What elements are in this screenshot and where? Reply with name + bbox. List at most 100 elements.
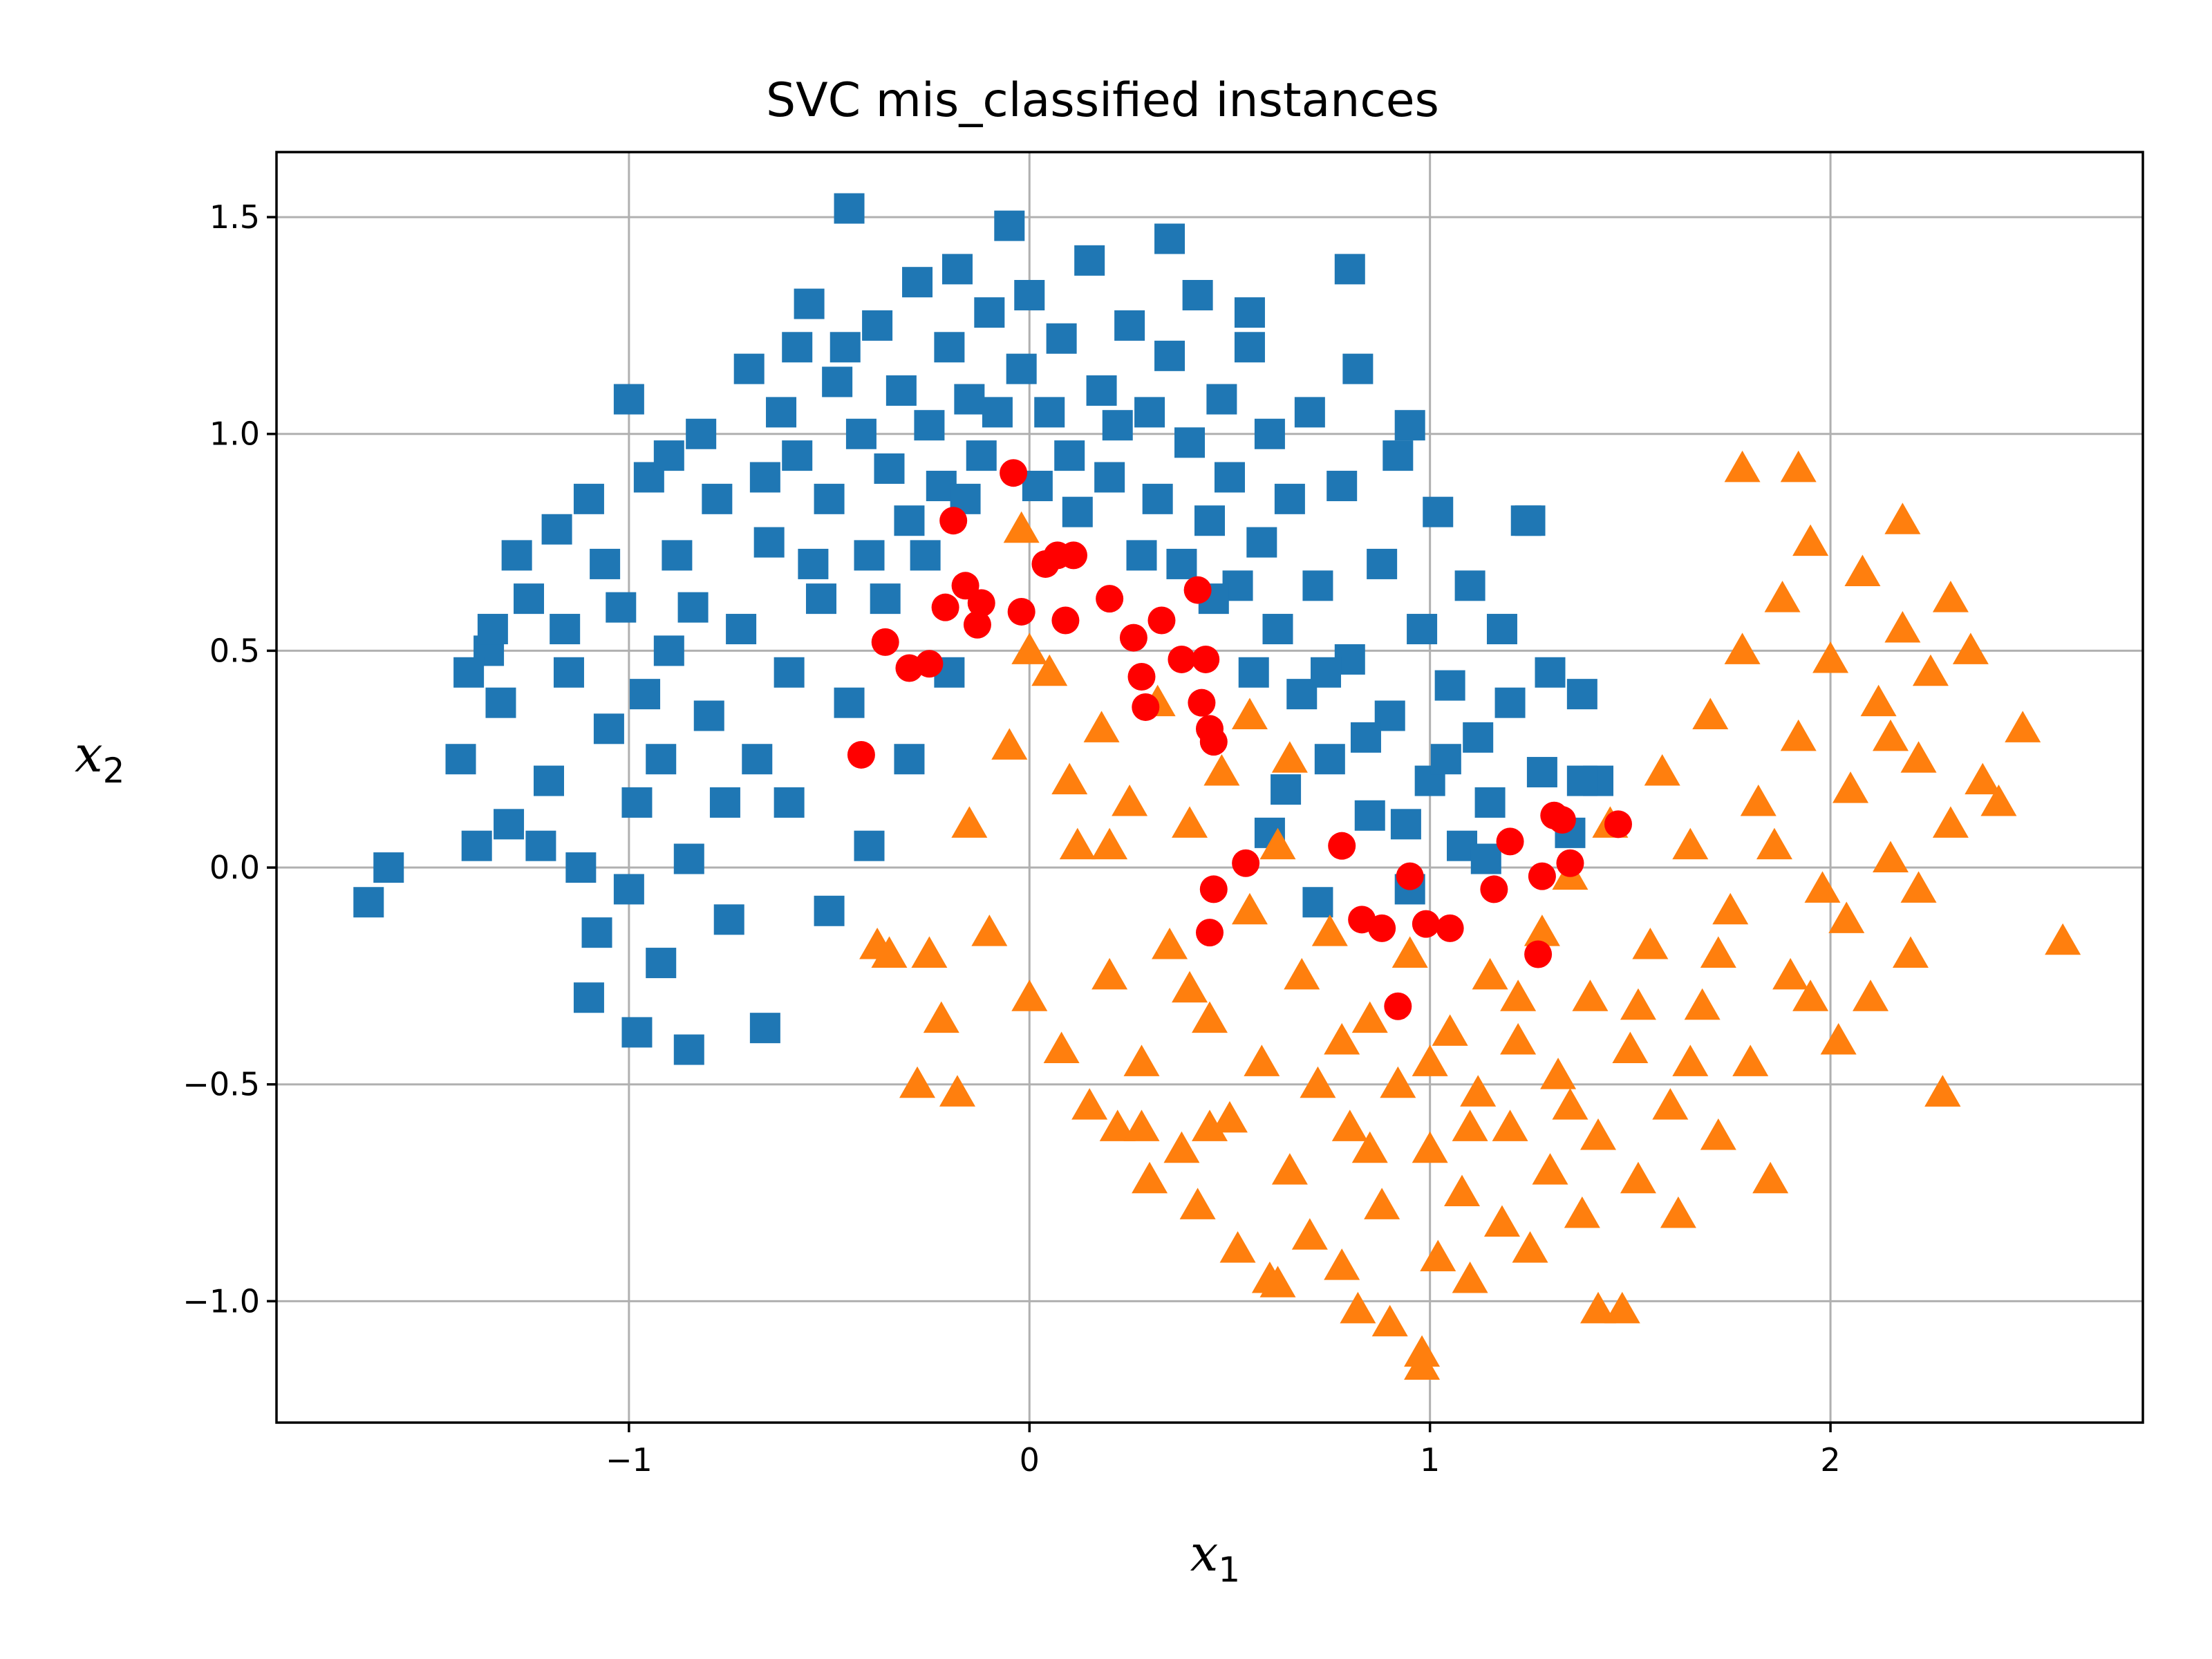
triangle-point [1172, 971, 1208, 1003]
circle-point [939, 507, 968, 535]
square-point [1394, 410, 1425, 441]
square-point [1302, 570, 1333, 601]
triangle-point [1884, 611, 1921, 643]
x-axis-label-subscript: 1 [1218, 1550, 1240, 1590]
square-point [630, 679, 661, 710]
square-point [1126, 540, 1157, 571]
square-point [606, 592, 637, 623]
triangle-point [1219, 1231, 1256, 1263]
plot-frame [275, 151, 2144, 1424]
square-point [1234, 332, 1265, 363]
triangle-point [1604, 1291, 1640, 1324]
y-axis-label-subscript: 2 [103, 751, 125, 791]
x-tick-label: 2 [1820, 1441, 1840, 1479]
circle-point [1127, 663, 1156, 691]
triangle-point [1580, 1291, 1617, 1324]
square-point [854, 540, 885, 571]
triangle-point [1712, 892, 1749, 925]
square-point [753, 527, 785, 558]
square-point [1238, 657, 1269, 688]
triangle-point [1700, 936, 1736, 968]
square-point [1454, 570, 1485, 601]
circle-point [963, 610, 991, 639]
triangle-point [1404, 1335, 1441, 1367]
square-point [1046, 323, 1077, 354]
square-point [653, 440, 684, 471]
chart-title: SVC mis_classified instances [766, 73, 1439, 128]
triangle-point [1724, 450, 1761, 482]
triangle-point [1300, 1066, 1336, 1098]
triangle-point [1764, 581, 1801, 612]
triangle-point [1192, 1109, 1228, 1141]
circle-point [1556, 849, 1584, 877]
triangle-point [1203, 754, 1240, 786]
triangle-point [1391, 936, 1428, 968]
triangle-point [1580, 1118, 1617, 1150]
circle-point [1199, 875, 1228, 903]
x-tick-label: 1 [1420, 1441, 1440, 1479]
x-tick-label: −1 [606, 1441, 653, 1479]
triangle-point [1123, 1044, 1160, 1076]
circle-point [1328, 832, 1356, 860]
square-point [914, 410, 945, 441]
triangle-point [1900, 741, 1937, 773]
square-point [514, 583, 545, 615]
circle-point [1496, 827, 1524, 856]
circle-point [1199, 728, 1228, 756]
square-point [910, 540, 941, 571]
square-point [814, 483, 845, 514]
triangle-point [1259, 827, 1296, 860]
square-point [805, 583, 836, 615]
circle-point [1188, 688, 1216, 717]
square-point [1463, 722, 1494, 753]
triangle-point [923, 1001, 959, 1033]
square-point [1423, 496, 1454, 527]
triangle-point [1271, 741, 1308, 773]
square-point [501, 540, 532, 571]
triangle-point [859, 927, 896, 959]
square-point [1074, 245, 1105, 276]
triangle-point [1172, 806, 1208, 838]
square-point [1206, 384, 1237, 415]
triangle-point [1780, 719, 1817, 751]
triangle-point [1380, 1066, 1416, 1098]
square-point [885, 375, 917, 406]
square-point [794, 288, 825, 319]
triangle-point [1564, 1196, 1600, 1228]
triangle-point [1211, 1100, 1248, 1133]
square-point [1294, 397, 1325, 428]
triangle-point [1844, 554, 1881, 586]
square-point [1006, 353, 1037, 384]
triangle-point [1500, 980, 1537, 1011]
triangle-point [1371, 1304, 1408, 1337]
y-tick-label: −0.5 [182, 1066, 260, 1103]
axis-ticks: −1 0 1 2 −1.0 −0.5 0.0 0.5 1.0 1.5 [182, 198, 1840, 1479]
square-point [709, 787, 740, 818]
circle-point [1384, 992, 1412, 1020]
square-point [1390, 809, 1421, 840]
triangle-point [1833, 771, 1869, 803]
triangle-point [1231, 697, 1268, 729]
square-point [742, 744, 773, 775]
triangle-point [1244, 1044, 1280, 1076]
square-point [854, 830, 885, 861]
circle-point [967, 589, 995, 617]
square-point [994, 210, 1025, 241]
triangle-point [1724, 632, 1761, 664]
triangle-point [1692, 697, 1729, 729]
square-point [1526, 757, 1557, 788]
data-points [353, 193, 2081, 1380]
square-point [934, 332, 965, 363]
square-point [894, 744, 925, 775]
circle-point [1368, 914, 1396, 942]
triangle-point [1620, 988, 1656, 1020]
square-point [845, 418, 877, 449]
square-point [774, 657, 805, 688]
triangle-point [1091, 957, 1128, 990]
square-point [1114, 310, 1145, 341]
triangle-point [1192, 1001, 1228, 1033]
triangle-point [1572, 980, 1609, 1011]
square-point [822, 366, 853, 397]
square-point [1254, 418, 1285, 449]
square-point [686, 418, 717, 449]
